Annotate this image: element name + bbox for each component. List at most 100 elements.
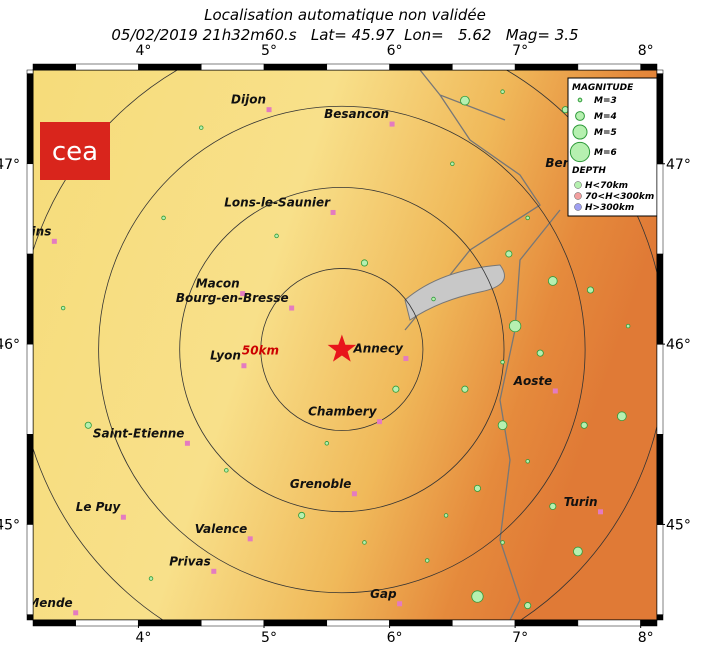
distance-ring (260, 268, 424, 431)
frame-segment (32, 63, 76, 71)
frame-segment (389, 619, 453, 627)
event (425, 558, 430, 563)
event (148, 576, 154, 581)
legend-symbol (569, 141, 591, 163)
event (274, 233, 279, 239)
x-tick-label: 8° (638, 630, 654, 646)
legend-label: M=6 (594, 148, 617, 158)
frame-segment (26, 434, 34, 525)
city-label: Lons-le-Saunier (224, 195, 331, 209)
x-tick-label: 5° (261, 43, 277, 59)
legend-symbol (574, 181, 582, 189)
frame-segment (326, 619, 390, 627)
city-label: Bourg-en-Bresse (176, 291, 289, 305)
city-marker (552, 388, 558, 394)
event (586, 286, 594, 294)
legend-symbol (574, 203, 582, 211)
city-label: Annecy (352, 342, 404, 356)
legend-title: DEPTH (572, 166, 606, 176)
city-label: Turin (564, 495, 598, 509)
event (625, 323, 631, 329)
epicenter (327, 334, 357, 362)
city-marker (377, 419, 383, 425)
frame-segment (577, 63, 641, 71)
city-label: Le Puy (76, 500, 122, 514)
event (547, 276, 558, 286)
event (392, 385, 400, 393)
title: Localisation automatique non validée (204, 6, 486, 24)
city-marker (289, 305, 295, 311)
frame-segment (656, 614, 664, 621)
y-tick-label: 47° (0, 157, 20, 173)
city-label: Gap (370, 587, 397, 601)
city-label: Valence (195, 522, 248, 536)
event (450, 161, 455, 166)
frame-segment (656, 73, 664, 165)
ring-label: 50km (242, 344, 279, 358)
x-tick-label: 7° (512, 630, 528, 646)
frame-segment (656, 343, 664, 435)
legend-label: 70<H<300km (585, 192, 654, 202)
event (360, 259, 368, 267)
event (536, 349, 544, 357)
event (60, 305, 66, 311)
city-label: Privas (169, 554, 211, 568)
frame-segment (452, 63, 516, 71)
frame-segment (263, 63, 328, 71)
city-marker (351, 491, 357, 497)
event (580, 421, 588, 429)
event (573, 546, 583, 557)
frame-segment (577, 619, 641, 627)
event (509, 319, 522, 333)
frame-segment (75, 619, 139, 627)
event (617, 411, 627, 422)
subtitle: 05/02/2019 21h32m60.s Lat= 45.97 Lon= 5.… (111, 26, 578, 44)
y-tick-label: 47° (666, 157, 691, 173)
city-marker (51, 238, 57, 244)
frame-segment (32, 619, 76, 627)
distance-ring (98, 105, 586, 594)
logo-box (40, 122, 110, 180)
event (298, 511, 306, 519)
logo: cea (40, 122, 110, 180)
x-tick-label: 4° (136, 630, 152, 646)
legend-symbol (577, 97, 583, 103)
event (362, 540, 367, 545)
city-marker (403, 356, 409, 362)
city-marker (266, 107, 272, 113)
city-marker (120, 514, 126, 520)
city-marker (598, 509, 604, 515)
frame-segment (26, 524, 34, 615)
city-label: Lyon (210, 349, 241, 363)
city-label: Macon (196, 277, 240, 291)
y-tick-label: 45° (0, 517, 20, 533)
event (431, 296, 436, 302)
legend-symbol (574, 192, 582, 200)
city-label: Besancon (324, 107, 389, 121)
city-label: Grenoble (290, 477, 352, 491)
frame-segment (640, 63, 658, 71)
event (324, 441, 330, 446)
event (525, 215, 530, 221)
city-label: Aoste (513, 374, 553, 388)
x-tick-label: 4° (136, 43, 152, 59)
frame-segment (656, 253, 664, 345)
city-marker (73, 610, 79, 616)
distance-ring (179, 186, 505, 513)
frame-segment (514, 63, 579, 71)
legend-label: H>300km (585, 203, 634, 213)
frame-segment (656, 163, 664, 255)
legend-symbol (575, 111, 585, 121)
x-tick-label: 6° (387, 630, 403, 646)
legend-label: M=4 (594, 112, 617, 122)
event (161, 215, 166, 221)
event (500, 89, 505, 94)
frame-segment (389, 63, 453, 71)
frame-segment (26, 614, 34, 621)
event (461, 385, 469, 393)
event (549, 502, 557, 510)
frame-segment (200, 619, 265, 627)
city-marker (241, 363, 247, 369)
x-tick-label: 8° (638, 43, 654, 59)
event (443, 513, 449, 518)
